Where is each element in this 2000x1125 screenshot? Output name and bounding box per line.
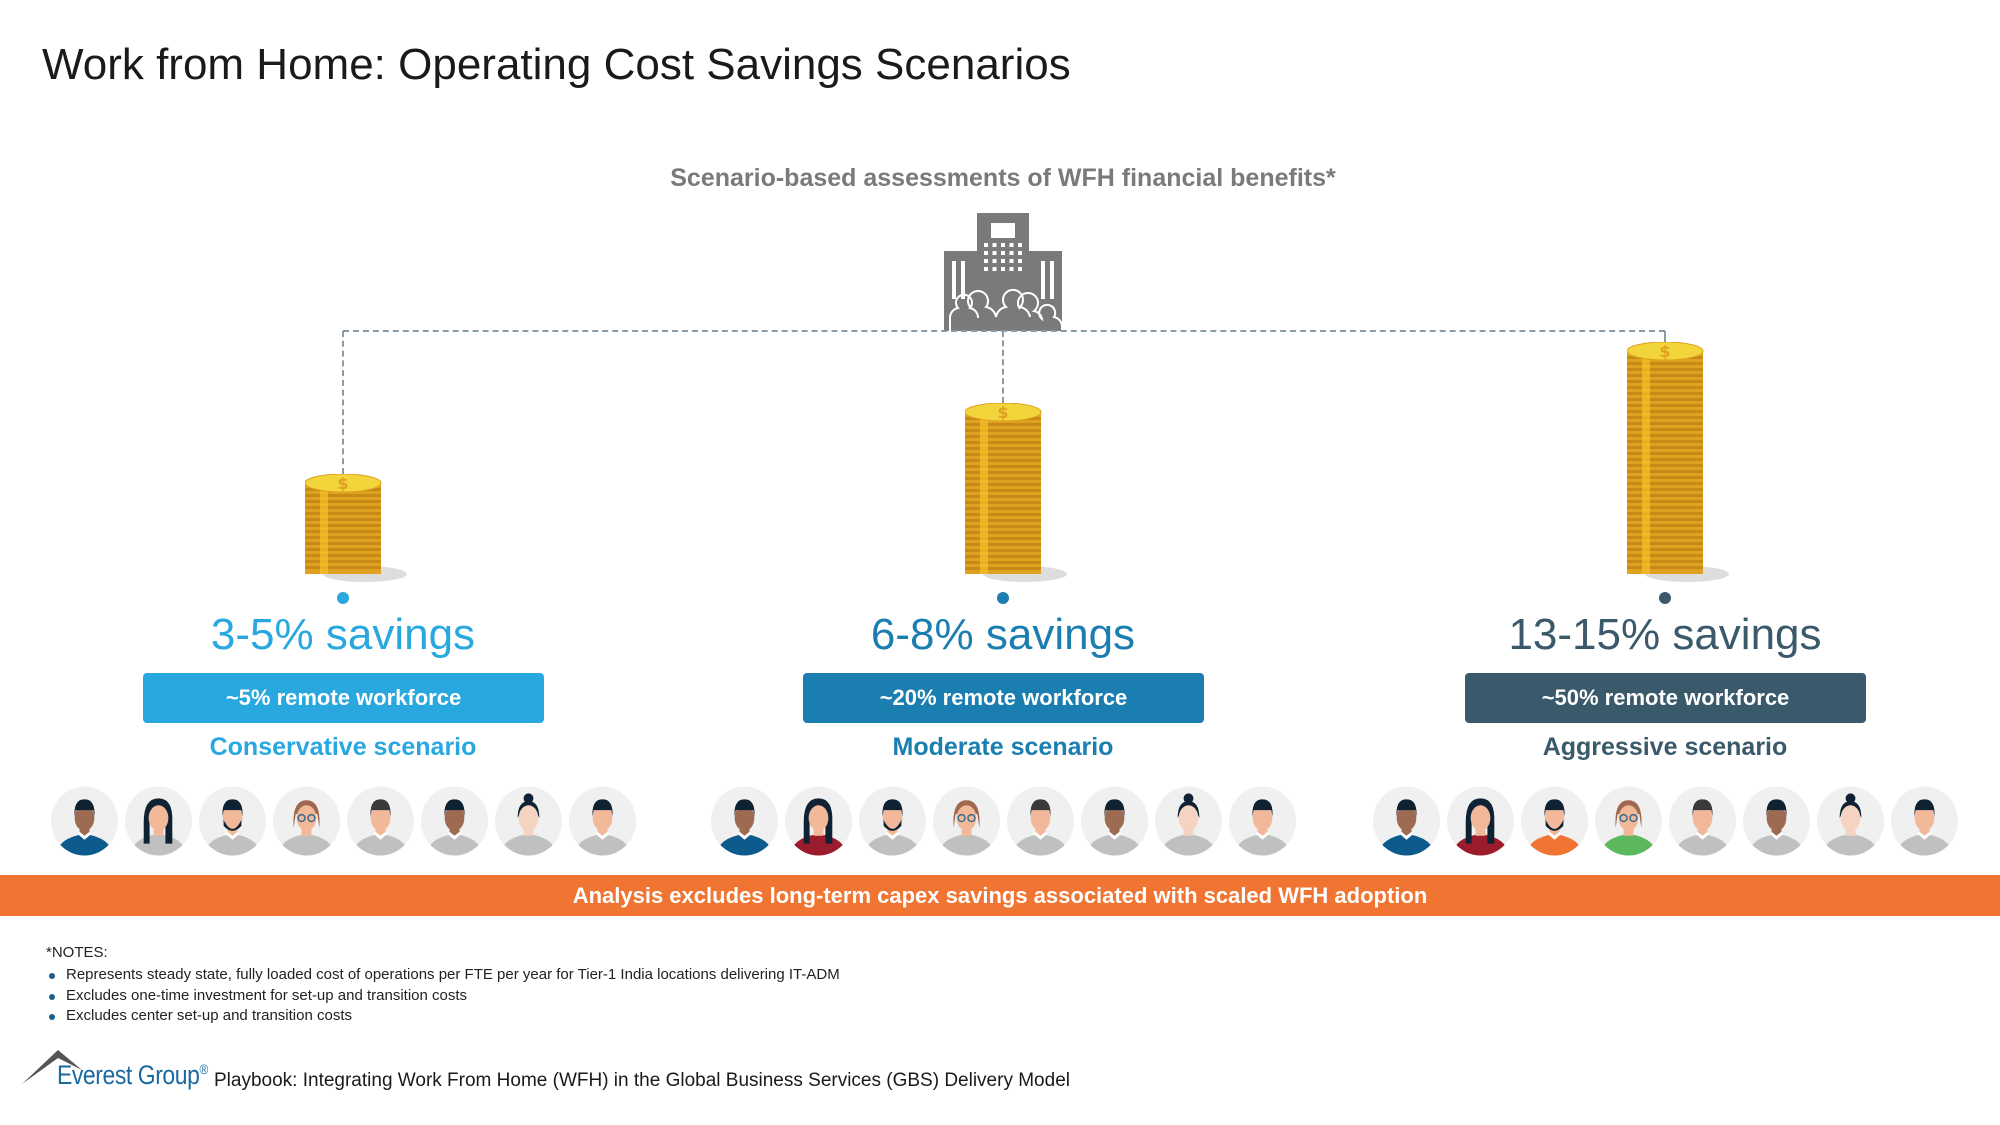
employee-avatar-icon xyxy=(568,786,637,856)
employee-avatar-icon xyxy=(198,786,267,856)
scenario-name: Conservative scenario xyxy=(209,733,477,761)
employee-avatar-icon xyxy=(1594,786,1663,856)
remote-workforce-badge: ~50% remote workforce xyxy=(1465,673,1866,723)
connector-line xyxy=(342,331,344,474)
employee-avatar-icon xyxy=(1446,786,1515,856)
savings-value: 6-8% savings xyxy=(870,610,1136,659)
page-title: Work from Home: Operating Cost Savings S… xyxy=(42,40,1071,89)
note-item: Represents steady state, fully loaded co… xyxy=(46,965,840,986)
svg-text:$: $ xyxy=(1659,342,1670,361)
scenario-marker xyxy=(337,592,349,604)
employee-avatar-icon xyxy=(346,786,415,856)
employee-avatar-icon xyxy=(784,786,853,856)
employee-avatar-icon xyxy=(1154,786,1223,856)
employee-avatar-icon xyxy=(1668,786,1737,856)
employee-avatar-icon xyxy=(50,786,119,856)
exclusion-banner: Analysis excludes long-term capex saving… xyxy=(0,875,2000,916)
svg-text:$: $ xyxy=(337,474,348,493)
subtitle: Scenario-based assessments of WFH financ… xyxy=(670,164,1336,192)
employee-avatar-icon xyxy=(494,786,563,856)
everest-group-logo-mark xyxy=(22,1050,82,1084)
svg-text:$: $ xyxy=(997,403,1008,422)
employee-avatar-icon xyxy=(1520,786,1589,856)
avatar-group xyxy=(50,786,637,856)
employee-avatar-icon xyxy=(1816,786,1885,856)
note-item: Excludes center set-up and transition co… xyxy=(46,1006,840,1027)
employee-avatar-icon xyxy=(1080,786,1149,856)
employee-avatar-icon xyxy=(1742,786,1811,856)
employee-avatar-icon xyxy=(710,786,779,856)
coin-stack-icon: $ xyxy=(965,403,1067,582)
avatar-group xyxy=(710,786,1297,856)
notes-heading: *NOTES: xyxy=(46,944,108,961)
coin-stack-icon: $ xyxy=(1627,342,1729,582)
employee-avatar-icon xyxy=(1372,786,1441,856)
avatar-group xyxy=(1372,786,1959,856)
connector-line xyxy=(1664,331,1666,342)
note-item: Excludes one-time investment for set-up … xyxy=(46,986,840,1007)
remote-workforce-badge: ~20% remote workforce xyxy=(803,673,1204,723)
everest-group-logo: Everest Group® xyxy=(57,1060,208,1090)
scenario-name: Aggressive scenario xyxy=(1542,733,1788,761)
connector-line xyxy=(1002,331,1004,403)
office-building-icon xyxy=(944,213,1062,331)
employee-avatar-icon xyxy=(124,786,193,856)
employee-avatar-icon xyxy=(272,786,341,856)
employee-avatar-icon xyxy=(1228,786,1297,856)
scenario-marker xyxy=(1659,592,1671,604)
connector-line xyxy=(343,330,1665,332)
savings-value: 13-15% savings xyxy=(1508,610,1822,659)
employee-avatar-icon xyxy=(932,786,1001,856)
scenario-name: Moderate scenario xyxy=(892,733,1114,761)
employee-avatar-icon xyxy=(1006,786,1075,856)
coin-stack-icon: $ xyxy=(305,474,407,582)
employee-avatar-icon xyxy=(420,786,489,856)
employee-avatar-icon xyxy=(1890,786,1959,856)
scenario-marker xyxy=(997,592,1009,604)
employee-avatar-icon xyxy=(858,786,927,856)
savings-value: 3-5% savings xyxy=(210,610,476,659)
remote-workforce-badge: ~5% remote workforce xyxy=(143,673,544,723)
footer-text: Playbook: Integrating Work From Home (WF… xyxy=(214,1070,1070,1091)
notes: *NOTES: Represents steady state, fully l… xyxy=(46,944,840,1027)
